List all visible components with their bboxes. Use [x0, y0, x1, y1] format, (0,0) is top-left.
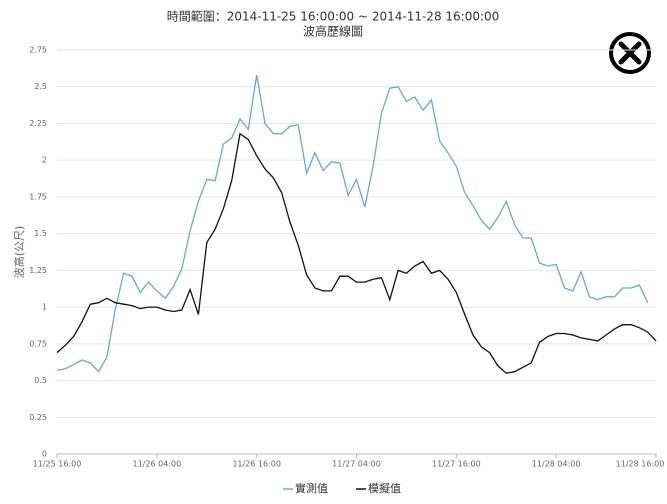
chart-title: 時間範圍：2014-11-25 16:00:00 ~ 2014-11-28 16…: [167, 9, 500, 24]
y-tick-label: 1.25: [29, 266, 47, 275]
y-tick-label: 0.75: [29, 339, 47, 348]
y-tick-label: 0.25: [29, 413, 47, 422]
x-tick-label: 11/26 04:00: [133, 460, 182, 469]
y-tick-label: 2.75: [29, 46, 47, 55]
close-x[interactable]: [618, 41, 642, 65]
y-tick-label: 0.5: [34, 376, 47, 385]
x-tick-label: 11/28 04:00: [532, 460, 581, 469]
y-tick-label: 2.25: [29, 119, 47, 128]
legend-label: 實測值: [295, 481, 328, 495]
y-tick-label: 1.5: [34, 229, 47, 238]
y-tick-label: 2.5: [34, 82, 47, 91]
y-tick-label: 1.75: [29, 192, 47, 201]
x-tick-label: 11/25 16:00: [33, 460, 82, 469]
y-tick-label: 0: [42, 450, 47, 459]
y-tick-label: 1: [42, 303, 47, 312]
x-tick-label: 11/26 16:00: [232, 460, 281, 469]
x-tick-label: 11/27 04:00: [332, 460, 381, 469]
x-tick-label: 11/27 16:00: [432, 460, 481, 469]
y-axis-label: 波高(公尺): [12, 226, 26, 279]
legend-label: 模擬值: [368, 481, 401, 495]
close-button[interactable]: [609, 32, 651, 74]
x-tick-label: 11/28 16:00: [616, 460, 665, 469]
chart-subtitle: 波高歷線圖: [303, 24, 363, 39]
series-line: [56, 74, 649, 373]
series-line: [56, 132, 657, 374]
y-tick-label: 2: [42, 156, 47, 165]
